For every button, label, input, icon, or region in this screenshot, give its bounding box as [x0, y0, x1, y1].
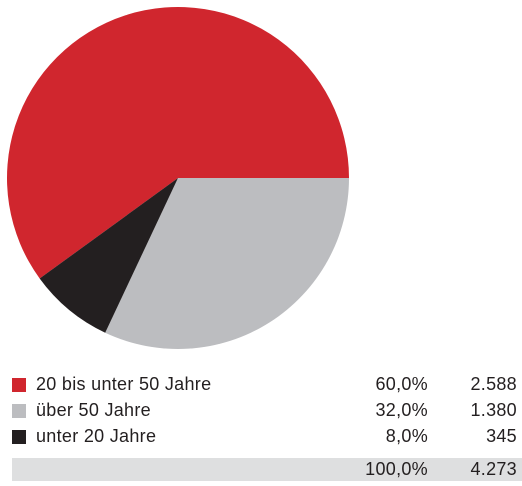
legend-swatch — [12, 378, 26, 392]
legend-label: über 50 Jahre — [36, 400, 151, 420]
percent-label: 8,0% — [386, 426, 428, 446]
count-label: 1.380 — [470, 400, 517, 420]
total-percent: 100,0% — [365, 459, 428, 479]
count-label: 345 — [486, 426, 517, 446]
pie-slice — [39, 178, 178, 333]
pie-slice — [105, 178, 349, 349]
legend-label: unter 20 Jahre — [36, 426, 156, 446]
pie-slice — [7, 7, 350, 279]
total-row-background — [12, 458, 522, 481]
legend-label: 20 bis unter 50 Jahre — [36, 374, 211, 394]
total-count: 4.273 — [470, 459, 517, 479]
legend-swatch — [12, 404, 26, 418]
percent-label: 60,0% — [375, 374, 428, 394]
count-label: 2.588 — [470, 374, 517, 394]
legend-swatch — [12, 430, 26, 444]
percent-label: 32,0% — [375, 400, 428, 420]
